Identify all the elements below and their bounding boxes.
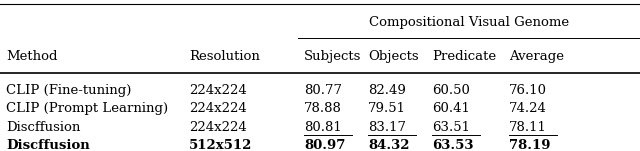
Text: Compositional Visual Genome: Compositional Visual Genome [369, 16, 569, 29]
Text: 80.77: 80.77 [304, 84, 342, 97]
Text: Average: Average [509, 50, 564, 63]
Text: 84.32: 84.32 [368, 139, 410, 151]
Text: Discffusion: Discffusion [6, 121, 81, 134]
Text: 60.41: 60.41 [432, 102, 470, 115]
Text: 224x224: 224x224 [189, 121, 246, 134]
Text: 60.50: 60.50 [432, 84, 470, 97]
Text: 74.24: 74.24 [509, 102, 547, 115]
Text: 82.49: 82.49 [368, 84, 406, 97]
Text: 80.97: 80.97 [304, 139, 346, 151]
Text: CLIP (Prompt Learning): CLIP (Prompt Learning) [6, 102, 168, 115]
Text: Objects: Objects [368, 50, 419, 63]
Text: 76.10: 76.10 [509, 84, 547, 97]
Text: Method: Method [6, 50, 58, 63]
Text: 83.17: 83.17 [368, 121, 406, 134]
Text: CLIP (Fine-tuning): CLIP (Fine-tuning) [6, 84, 132, 97]
Text: 224x224: 224x224 [189, 102, 246, 115]
Text: 224x224: 224x224 [189, 84, 246, 97]
Text: Subjects: Subjects [304, 50, 362, 63]
Text: 78.11: 78.11 [509, 121, 547, 134]
Text: 78.19: 78.19 [509, 139, 550, 151]
Text: Resolution: Resolution [189, 50, 260, 63]
Text: 78.88: 78.88 [304, 102, 342, 115]
Text: Discffusion: Discffusion [6, 139, 90, 151]
Text: Predicate: Predicate [432, 50, 496, 63]
Text: 512x512: 512x512 [189, 139, 252, 151]
Text: 80.81: 80.81 [304, 121, 342, 134]
Text: 63.53: 63.53 [432, 139, 474, 151]
Text: 63.51: 63.51 [432, 121, 470, 134]
Text: 79.51: 79.51 [368, 102, 406, 115]
